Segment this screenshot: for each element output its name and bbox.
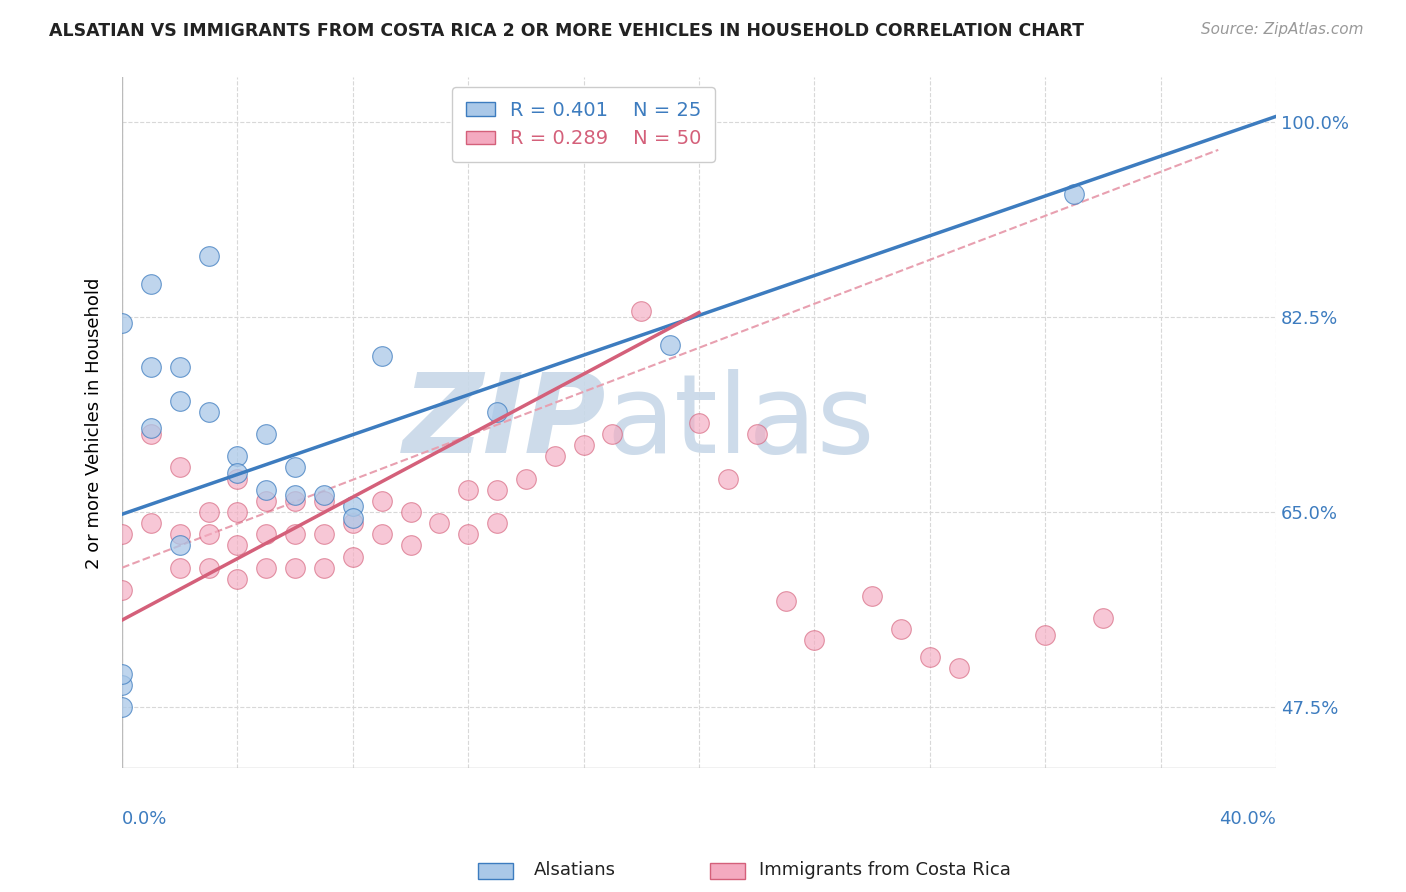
- Point: [169, 527, 191, 541]
- Point: [197, 505, 219, 519]
- Point: [399, 538, 422, 552]
- Point: [139, 516, 162, 530]
- Point: [890, 622, 912, 636]
- Point: [226, 572, 249, 586]
- Point: [342, 516, 364, 530]
- Point: [572, 438, 595, 452]
- Text: Immigrants from Costa Rica: Immigrants from Costa Rica: [759, 861, 1011, 879]
- Point: [226, 472, 249, 486]
- Point: [284, 527, 307, 541]
- Point: [457, 483, 479, 497]
- Point: [197, 527, 219, 541]
- Point: [1091, 611, 1114, 625]
- Point: [284, 488, 307, 502]
- Point: [139, 277, 162, 291]
- Point: [775, 594, 797, 608]
- Point: [169, 560, 191, 574]
- Legend: R = 0.401    N = 25, R = 0.289    N = 50: R = 0.401 N = 25, R = 0.289 N = 50: [451, 87, 716, 162]
- Point: [342, 510, 364, 524]
- Point: [111, 678, 134, 692]
- Point: [312, 560, 335, 574]
- Point: [342, 500, 364, 514]
- Point: [427, 516, 450, 530]
- Point: [226, 505, 249, 519]
- Point: [254, 527, 277, 541]
- Point: [169, 538, 191, 552]
- Point: [254, 493, 277, 508]
- Point: [803, 633, 825, 648]
- Point: [602, 427, 624, 442]
- Point: [197, 560, 219, 574]
- Point: [284, 493, 307, 508]
- Point: [370, 527, 392, 541]
- Y-axis label: 2 or more Vehicles in Household: 2 or more Vehicles in Household: [86, 277, 103, 568]
- Point: [226, 538, 249, 552]
- Point: [312, 527, 335, 541]
- Point: [226, 466, 249, 480]
- Point: [370, 349, 392, 363]
- Point: [139, 427, 162, 442]
- Point: [197, 249, 219, 263]
- Text: ZIP: ZIP: [404, 369, 607, 476]
- Point: [111, 527, 134, 541]
- Point: [312, 488, 335, 502]
- Point: [1063, 187, 1085, 202]
- Point: [1033, 627, 1056, 641]
- Point: [544, 450, 567, 464]
- Point: [688, 416, 710, 430]
- Point: [457, 527, 479, 541]
- Point: [486, 516, 509, 530]
- Point: [486, 483, 509, 497]
- Point: [169, 393, 191, 408]
- Point: [139, 421, 162, 435]
- Point: [284, 560, 307, 574]
- Point: [111, 666, 134, 681]
- Point: [254, 560, 277, 574]
- Point: [717, 472, 740, 486]
- Text: 0.0%: 0.0%: [122, 810, 167, 828]
- Point: [111, 582, 134, 597]
- Point: [630, 304, 652, 318]
- Text: Source: ZipAtlas.com: Source: ZipAtlas.com: [1201, 22, 1364, 37]
- Point: [254, 427, 277, 442]
- Point: [284, 460, 307, 475]
- Point: [169, 460, 191, 475]
- Point: [860, 589, 883, 603]
- Point: [486, 405, 509, 419]
- Text: Alsatians: Alsatians: [534, 861, 616, 879]
- Point: [515, 472, 537, 486]
- Point: [169, 360, 191, 375]
- Text: ALSATIAN VS IMMIGRANTS FROM COSTA RICA 2 OR MORE VEHICLES IN HOUSEHOLD CORRELATI: ALSATIAN VS IMMIGRANTS FROM COSTA RICA 2…: [49, 22, 1084, 40]
- Text: atlas: atlas: [607, 369, 875, 476]
- Point: [948, 661, 970, 675]
- Point: [139, 360, 162, 375]
- Point: [918, 649, 941, 664]
- Point: [197, 405, 219, 419]
- Point: [312, 493, 335, 508]
- Point: [659, 338, 682, 352]
- Point: [111, 700, 134, 714]
- Point: [399, 505, 422, 519]
- Point: [370, 493, 392, 508]
- Point: [342, 549, 364, 564]
- Point: [226, 450, 249, 464]
- Point: [111, 316, 134, 330]
- Point: [745, 427, 768, 442]
- Point: [254, 483, 277, 497]
- Text: 40.0%: 40.0%: [1219, 810, 1277, 828]
